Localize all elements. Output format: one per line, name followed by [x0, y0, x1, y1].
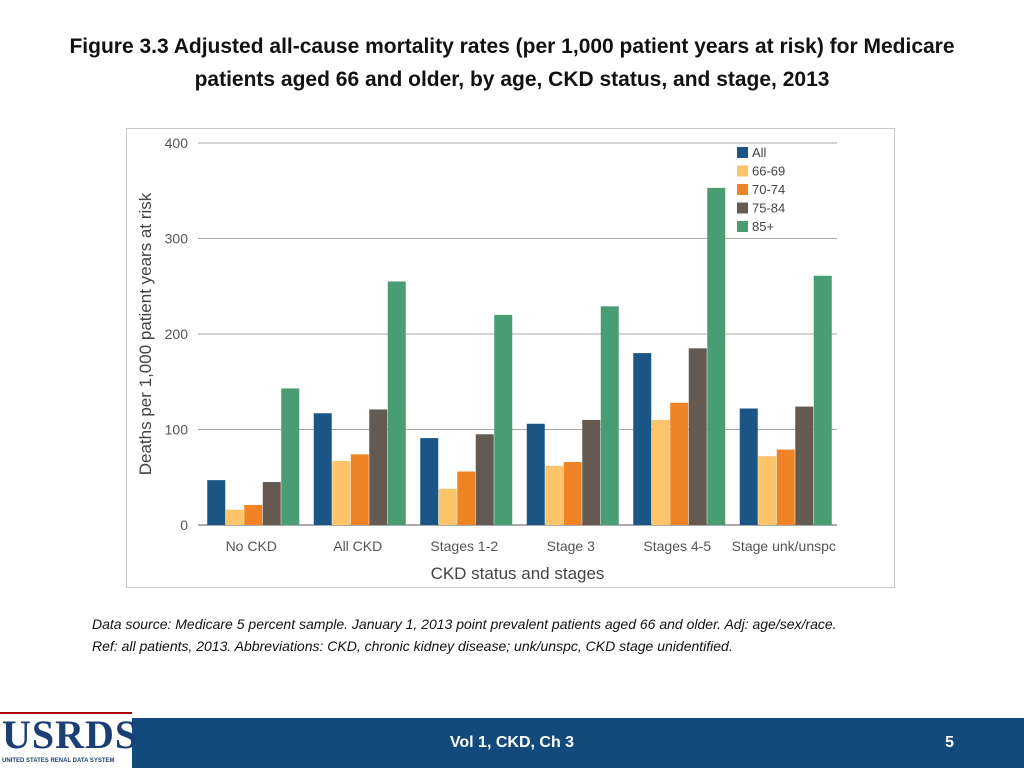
- logo-wordmark: USRDS: [2, 712, 139, 757]
- legend-swatch: [737, 202, 748, 214]
- x-axis-title: CKD status and stages: [431, 564, 605, 583]
- bar-66-69: [438, 488, 457, 525]
- bar-70-74: [776, 449, 795, 525]
- y-tick-label: 200: [165, 326, 189, 342]
- legend-label: 70-74: [752, 182, 785, 197]
- bar-75-84: [369, 409, 388, 525]
- bar-all: [633, 353, 652, 525]
- bar-66-69: [225, 509, 244, 525]
- y-tick-label: 300: [165, 231, 189, 247]
- bar-75-84: [582, 419, 601, 525]
- bar-all: [313, 413, 332, 525]
- logo-stripe: [0, 712, 132, 714]
- legend-label: 66-69: [752, 164, 785, 179]
- legend-label: 75-84: [752, 201, 785, 216]
- bar-85-: [600, 306, 619, 525]
- bar-75-84: [795, 406, 814, 525]
- bar-66-69: [332, 461, 351, 525]
- x-tick-label: Stages 1-2: [430, 538, 498, 554]
- bar-75-84: [475, 434, 494, 525]
- bar-70-74: [244, 504, 263, 525]
- bar-85-: [387, 281, 406, 525]
- bar-all: [739, 408, 758, 525]
- source-line-2: Ref: all patients, 2013. Abbreviations: …: [92, 638, 733, 654]
- y-tick-label: 400: [165, 135, 189, 151]
- footer-volume-label: Vol 1, CKD, Ch 3: [449, 734, 575, 751]
- bar-66-69: [651, 419, 670, 525]
- bar-70-74: [563, 461, 582, 525]
- legend-swatch: [737, 184, 748, 195]
- x-tick-label: All CKD: [333, 538, 382, 554]
- x-tick-label: Stages 4-5: [643, 538, 711, 554]
- bar-chart: 0 100 200 300 400 Deaths per 1,000 patient ye…: [136, 135, 837, 583]
- footer-bar: [0, 718, 1024, 768]
- bar-70-74: [670, 402, 689, 525]
- bar-70-74: [457, 471, 476, 525]
- chart-frame: 0 100 200 300 400 Deaths per 1,000 patient ye…: [126, 128, 895, 588]
- source-line-1: Data source: Medicare 5 percent sample. …: [92, 616, 837, 632]
- bar-85-: [494, 314, 513, 525]
- bar-66-69: [545, 465, 564, 525]
- bar-75-84: [262, 482, 281, 525]
- usrds-logo: USRDS UNITED STATES RENAL DATA SYSTEM: [0, 712, 137, 768]
- y-axis-title: Deaths per 1,000 patient years at risk: [136, 192, 155, 475]
- bar-all: [420, 438, 439, 525]
- legend-label: 85+: [752, 219, 774, 234]
- bar-85-: [281, 388, 300, 525]
- x-tick-label: Stage 3: [547, 538, 595, 554]
- x-tick-label: No CKD: [226, 538, 277, 554]
- legend-label: All: [752, 145, 767, 160]
- x-tick-label: Stage unk/unspc: [732, 538, 836, 554]
- data-source-note: Data source: Medicare 5 percent sample. …: [92, 613, 972, 657]
- bar-85-: [813, 275, 832, 525]
- bar-66-69: [758, 456, 777, 525]
- bar-85-: [707, 187, 726, 525]
- bar-75-84: [688, 348, 707, 525]
- y-tick-label: 100: [165, 422, 189, 438]
- page-number: 5: [945, 734, 954, 751]
- legend-swatch: [737, 147, 748, 158]
- y-tick-label: 0: [180, 517, 188, 533]
- slide-title: Figure 3.3 Adjusted all-cause mortality …: [69, 35, 955, 91]
- bar-all: [526, 423, 545, 525]
- logo-subtitle: UNITED STATES RENAL DATA SYSTEM: [2, 758, 115, 764]
- legend-swatch: [737, 221, 748, 232]
- legend-swatch: [737, 165, 748, 177]
- bar-70-74: [350, 454, 369, 525]
- bar-all: [207, 480, 226, 525]
